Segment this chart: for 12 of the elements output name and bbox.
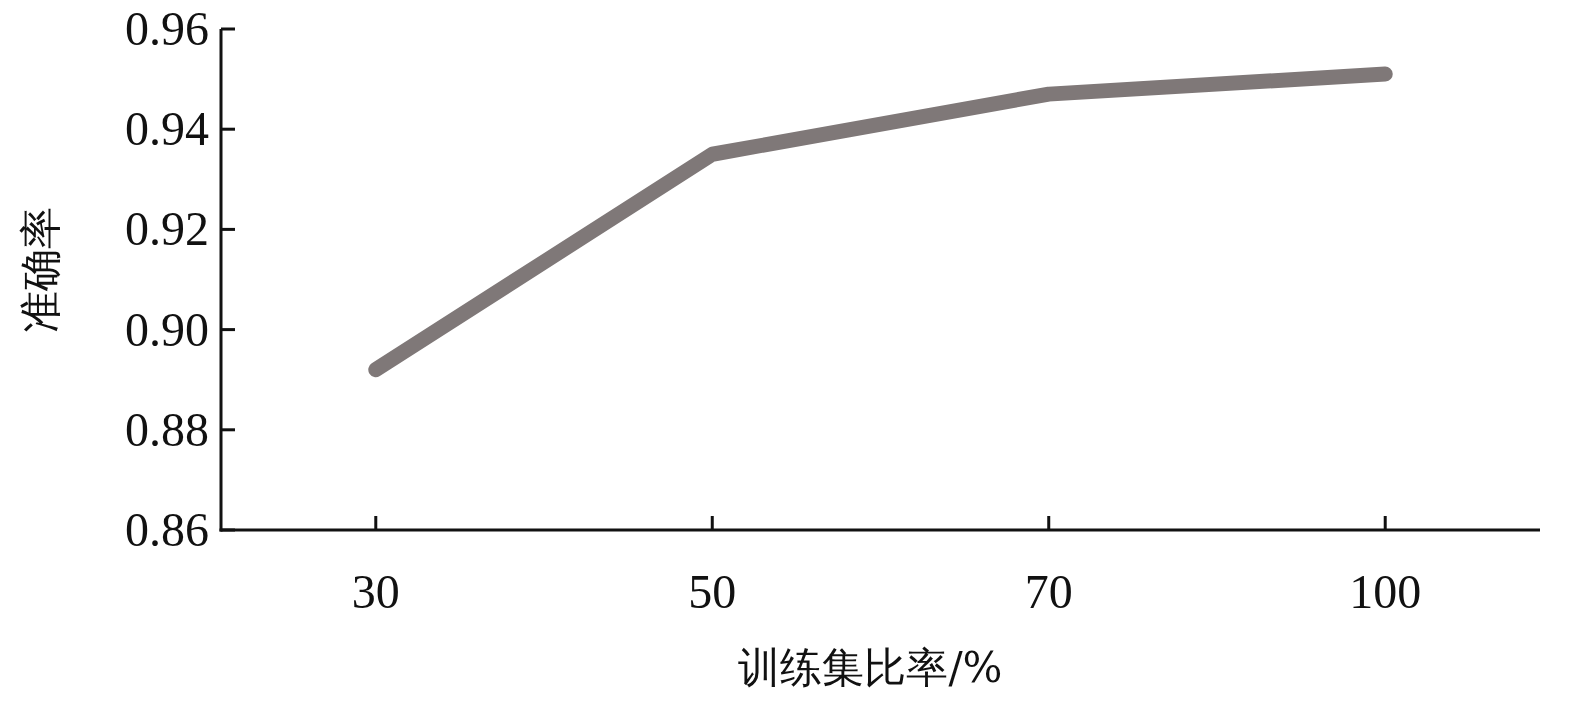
x-tick-label: 100 <box>1349 565 1422 618</box>
y-tick-label: 0.88 <box>125 402 209 456</box>
y-axis-title: 准确率 <box>16 206 65 333</box>
y-tick-label: 0.90 <box>125 302 209 356</box>
y-tick-label: 0.92 <box>125 202 209 256</box>
x-tick-label: 30 <box>351 565 400 618</box>
y-tick-label: 0.86 <box>125 503 209 556</box>
x-tick-label: 70 <box>1024 565 1073 618</box>
y-tick-label: 0.94 <box>125 102 209 156</box>
x-tick-label: 50 <box>688 565 737 618</box>
y-tick-label: 0.96 <box>125 2 209 55</box>
x-axis-title: 训练集比率/% <box>738 643 1003 692</box>
